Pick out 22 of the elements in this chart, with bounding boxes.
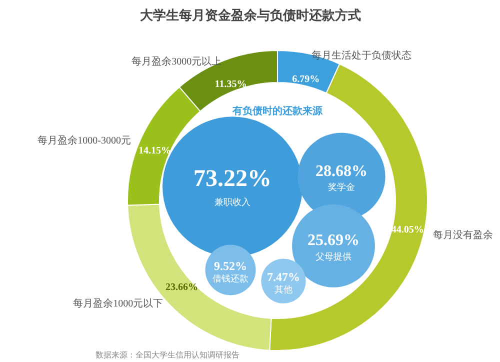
text: 有负债时的还款来源 <box>232 105 324 118</box>
slice-label: 每月没有盈余 <box>432 229 493 242</box>
data-label: 25.69% <box>308 232 360 250</box>
category-label: 借钱还款 <box>212 273 248 284</box>
category-label: 兼职收入 <box>214 196 250 207</box>
data-label: 9.52% <box>214 259 247 274</box>
data-label: 11.35% <box>214 78 247 90</box>
data-label: 7.47% <box>267 270 300 284</box>
category-label: 奖学金 <box>328 182 355 192</box>
slice-label: 每月盈余1000元以下 <box>73 298 164 310</box>
slice-label: 每月盈余3000元以上 <box>132 55 222 68</box>
source-note: 数据来源：全国大学生信用认知调研报告 <box>96 350 240 360</box>
data-label: 73.22% <box>194 166 272 192</box>
data-label: 6.79% <box>292 74 320 85</box>
slice-label: 每月盈余1000-3000元 <box>38 134 131 147</box>
category-label: 父母提供 <box>316 252 352 262</box>
data-label: 23.66% <box>165 282 198 293</box>
chart-title: 大学生每月资金盈余与负债时还款方式 <box>140 8 361 22</box>
category-label: 其他 <box>274 284 292 295</box>
data-label: 14.15% <box>138 145 172 156</box>
data-label: 44.05% <box>391 224 424 236</box>
data-label: 28.68% <box>316 162 368 180</box>
